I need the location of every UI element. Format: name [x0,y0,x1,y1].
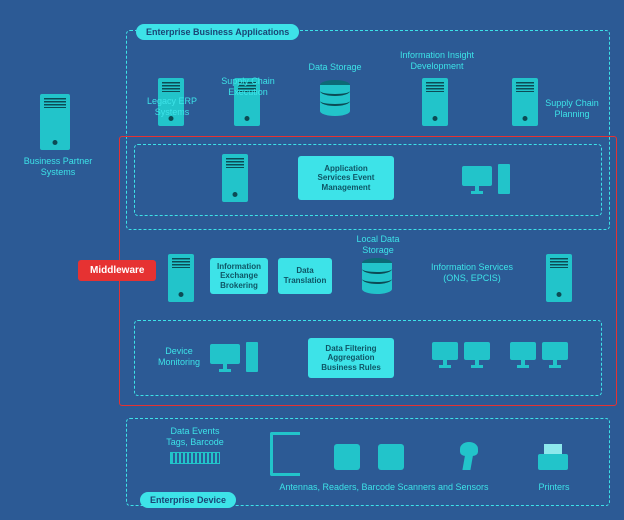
reader-icon [378,444,404,470]
dual-monitor-icon [432,342,490,372]
enterprise-apps-tag: Enterprise Business Applications [136,24,299,40]
database-icon [320,80,350,116]
supply-chain-plan-label: Supply Chain Planning [540,98,604,120]
database-icon [362,258,392,294]
dual-monitor-icon [510,342,568,372]
desktop-icon [210,342,258,376]
server-icon [422,78,448,126]
server-icon [512,78,538,126]
device-monitoring-label: Device Monitoring [154,346,204,368]
data-events-label: Data Events Tags, Barcode [160,426,230,448]
legacy-erp-label: Legacy ERP Systems [142,96,202,118]
data-translation-chip: Data Translation [278,258,332,294]
server-icon [40,94,70,150]
data-storage-label: Data Storage [300,62,370,73]
desktop-icon [462,164,510,198]
barcode-icon [170,452,220,464]
enterprise-device-tag: Enterprise Device [140,492,236,508]
antenna-frame-icon [270,432,300,476]
supply-chain-exec-label: Supply Chain Execution [216,76,280,98]
local-storage-label: Local Data Storage [348,234,408,256]
antennas-label: Antennas, Readers, Barcode Scanners and … [264,482,504,493]
server-icon [222,154,248,202]
info-services-label: Information Services (ONS, EPCIS) [422,262,522,284]
reader-icon [334,444,360,470]
data-filtering-chip: Data Filtering Aggregation Business Rule… [308,338,394,378]
scanner-icon [454,442,480,472]
info-exchange-chip: Information Exchange Brokering [210,258,268,294]
app-services-chip: Application Services Event Management [298,156,394,200]
server-icon [546,254,572,302]
middleware-tag: Middleware [78,260,156,281]
server-icon [168,254,194,302]
info-insight-label: Information Insight Development [392,50,482,72]
printer-icon [538,444,568,470]
printers-label: Printers [532,482,576,493]
bps-label: Business Partner Systems [18,156,98,178]
